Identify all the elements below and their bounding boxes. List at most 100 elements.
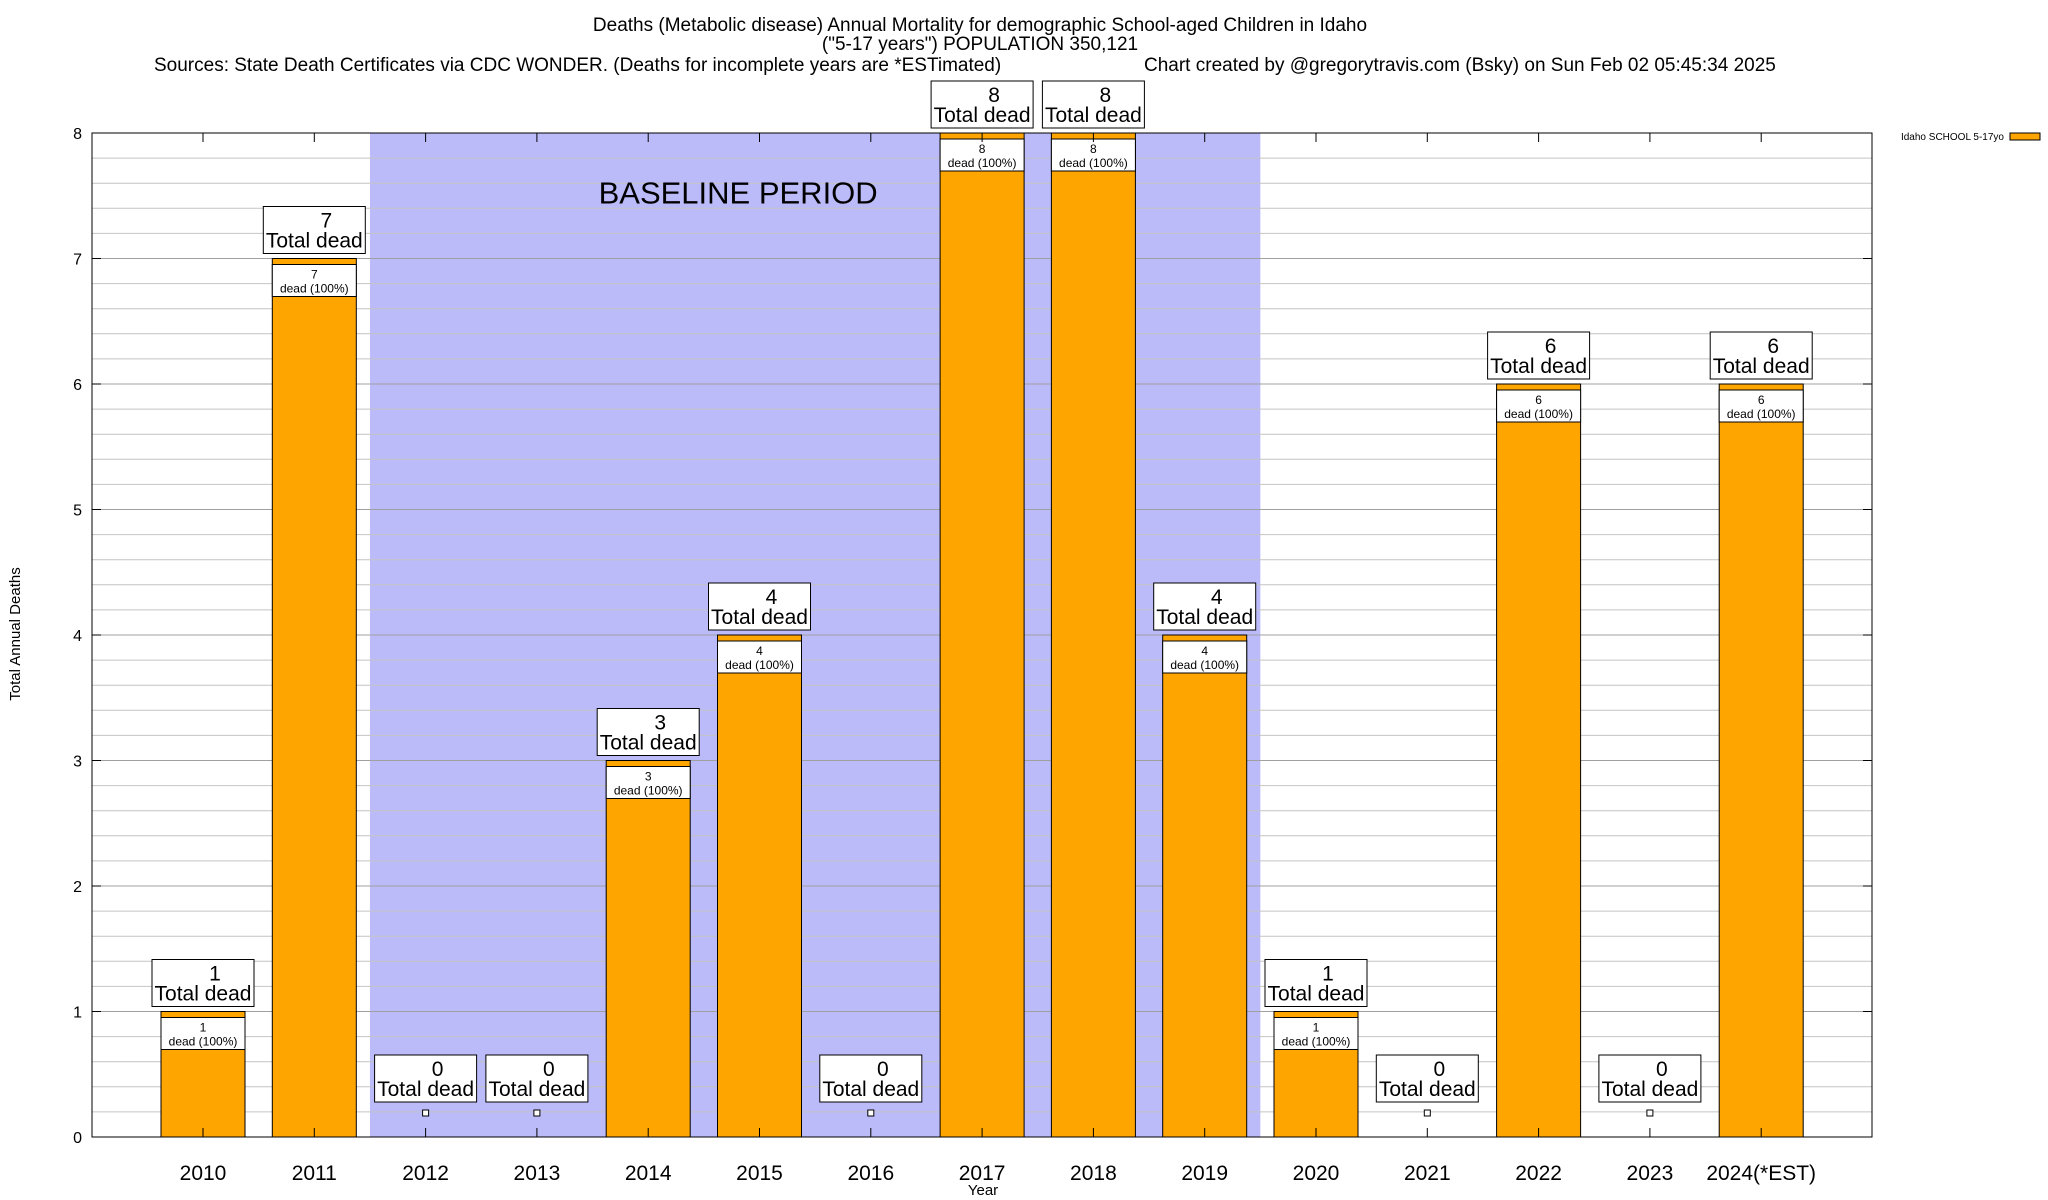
baseline-period-label: BASELINE PERIOD [599,175,878,210]
total-label-text: Total dead [822,1078,919,1101]
total-label-box [596,708,700,756]
inner-label-value: 8 [979,142,986,156]
x-tick-label: 2021 [1404,1162,1451,1185]
zero-marker [1423,1109,1431,1117]
total-label-text: Total dead [711,606,808,629]
inner-label-value: 4 [1201,644,1208,658]
total-label-value: 1 [1322,963,1334,986]
inner-label-box [1718,389,1804,423]
y-tick-label: 5 [73,503,82,520]
inner-label-value: 3 [645,770,652,784]
inner-label-box [605,766,691,799]
inner-label-value: 8 [1090,142,1097,156]
zero-marker [867,1109,875,1117]
total-label-text: Total dead [377,1078,474,1101]
total-label-text: Total dead [934,104,1031,127]
legend: Idaho SCHOOL 5-17yo [1901,132,2041,143]
total-label-value: 4 [766,586,778,609]
inner-label-value: 7 [311,268,318,282]
total-label-box [1487,331,1591,380]
chart-credit: Chart created by @gregorytravis.com (Bsk… [1144,55,1776,76]
x-tick-label: 2013 [514,1162,561,1185]
inner-label-text: dead (100%) [280,282,349,296]
x-tick-label: 2017 [959,1162,1006,1185]
total-label-box [708,582,811,631]
total-label-value: 8 [988,84,1000,107]
x-axis-label: Year [968,1182,998,1199]
total-label-box [1375,1054,1479,1103]
x-tick-label: 2014 [625,1162,672,1185]
bar [605,760,691,1138]
total-label-value: 3 [654,712,666,735]
total-label-value: 4 [1211,586,1223,609]
total-label-value: 0 [432,1058,444,1081]
inner-label-box [1273,1017,1359,1050]
inner-label-text: dead (100%) [1727,407,1796,421]
total-label-value: 0 [1656,1058,1668,1081]
chart-title: Deaths (Metabolic disease) Annual Mortal… [593,15,1367,36]
bar [1162,634,1248,1138]
zero-marker [533,1109,541,1117]
total-label-value: 6 [1767,335,1779,358]
total-label-text: Total dead [1268,983,1365,1006]
x-tick-label: 2011 [292,1162,337,1185]
total-label-box [262,206,366,254]
x-tick-label: 2024(*EST) [1706,1162,1816,1185]
total-label-text: Total dead [1156,606,1253,629]
x-tick-label: 2023 [1627,1162,1674,1185]
inner-label-text: dead (100%) [725,658,794,672]
total-label-text: Total dead [1379,1078,1476,1101]
bar [1496,383,1582,1138]
total-label-box [374,1054,478,1103]
zero-marker [1646,1109,1654,1117]
total-label-box [485,1054,589,1103]
bar [1718,383,1804,1138]
total-label-box [819,1054,923,1103]
y-tick-label: 0 [73,1130,82,1147]
zero-marker [422,1109,430,1117]
y-tick-label: 1 [73,1005,82,1022]
total-label-value: 0 [543,1058,555,1081]
x-tick-label: 2018 [1070,1162,1117,1185]
inner-label-box [1496,389,1582,423]
total-label-text: Total dead [1045,104,1142,127]
x-tick-label: 2016 [847,1162,894,1185]
total-label-box [1598,1054,1702,1103]
y-tick-label: 2 [73,879,82,896]
total-label-value: 6 [1545,335,1557,358]
inner-label-text: dead (100%) [948,156,1017,170]
total-label-value: 1 [209,963,221,986]
total-label-box [930,80,1034,129]
x-tick-label: 2015 [736,1162,783,1185]
total-label-box [1041,80,1145,129]
bar [939,132,1025,1138]
total-label-box [151,959,255,1007]
chart-subtitle: ("5-17 years") POPULATION 350,121 [822,34,1138,55]
bar [1050,132,1136,1138]
x-tick-label: 2012 [402,1162,449,1185]
total-label-text: Total dead [155,983,252,1006]
total-label-value: 0 [1433,1058,1445,1081]
inner-label-text: dead (100%) [1282,1035,1351,1049]
y-tick-label: 3 [73,754,82,771]
y-tick-label: 4 [73,628,82,645]
total-label-text: Total dead [1490,355,1587,378]
inner-label-value: 6 [1758,393,1765,407]
legend-swatch [2009,132,2041,141]
